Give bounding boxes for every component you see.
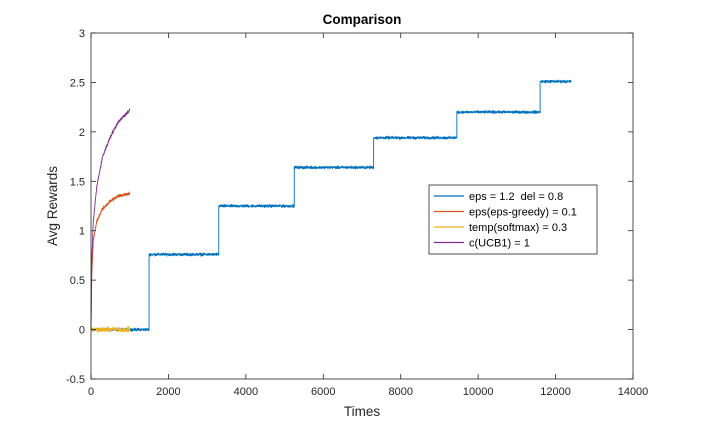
y-axis-label: Avg Rewards bbox=[45, 166, 60, 246]
x-tick-label: 14000 bbox=[618, 386, 649, 398]
x-tick-label: 10000 bbox=[463, 386, 494, 398]
x-tick-label: 6000 bbox=[311, 386, 335, 398]
legend: eps = 1.2 del = 0.8 eps(eps-greedy) = 0.1… bbox=[428, 184, 598, 255]
x-tick-label: 4000 bbox=[234, 386, 258, 398]
legend-label: eps = 1.2 del = 0.8 bbox=[469, 191, 563, 203]
legend-label: c(UCB1) = 1 bbox=[469, 238, 530, 250]
x-tick-label: 0 bbox=[88, 386, 94, 398]
x-axis-label: Times bbox=[344, 404, 380, 419]
y-tick-label: 2 bbox=[79, 127, 85, 139]
y-tick-label: 1 bbox=[79, 226, 85, 238]
series-line-1 bbox=[90, 191, 131, 330]
legend-label: eps(eps-greedy) = 0.1 bbox=[469, 207, 577, 219]
series-layer bbox=[90, 79, 572, 333]
series-line-2 bbox=[90, 326, 131, 333]
legend-label: temp(softmax) = 0.3 bbox=[469, 222, 567, 234]
chart-title: Comparison bbox=[323, 12, 402, 27]
x-tick-label: 12000 bbox=[540, 386, 571, 398]
axes-box bbox=[90, 32, 634, 380]
y-tick-label: 0 bbox=[79, 325, 85, 337]
y-tick-label: 3 bbox=[79, 28, 85, 40]
x-tick-label: 2000 bbox=[156, 386, 180, 398]
series-line-0 bbox=[90, 79, 572, 332]
y-tick-label: 1.5 bbox=[70, 176, 85, 188]
ticks-layer: 0 2000 4000 6000 8000 10000 12000 14000-0.500.5… bbox=[66, 28, 648, 398]
y-tick-label: 2.5 bbox=[70, 77, 85, 89]
series-line-3 bbox=[90, 108, 131, 330]
y-tick-label: 0.5 bbox=[70, 275, 85, 287]
x-tick-label: 8000 bbox=[388, 386, 412, 398]
y-tick-label: -0.5 bbox=[66, 374, 85, 386]
